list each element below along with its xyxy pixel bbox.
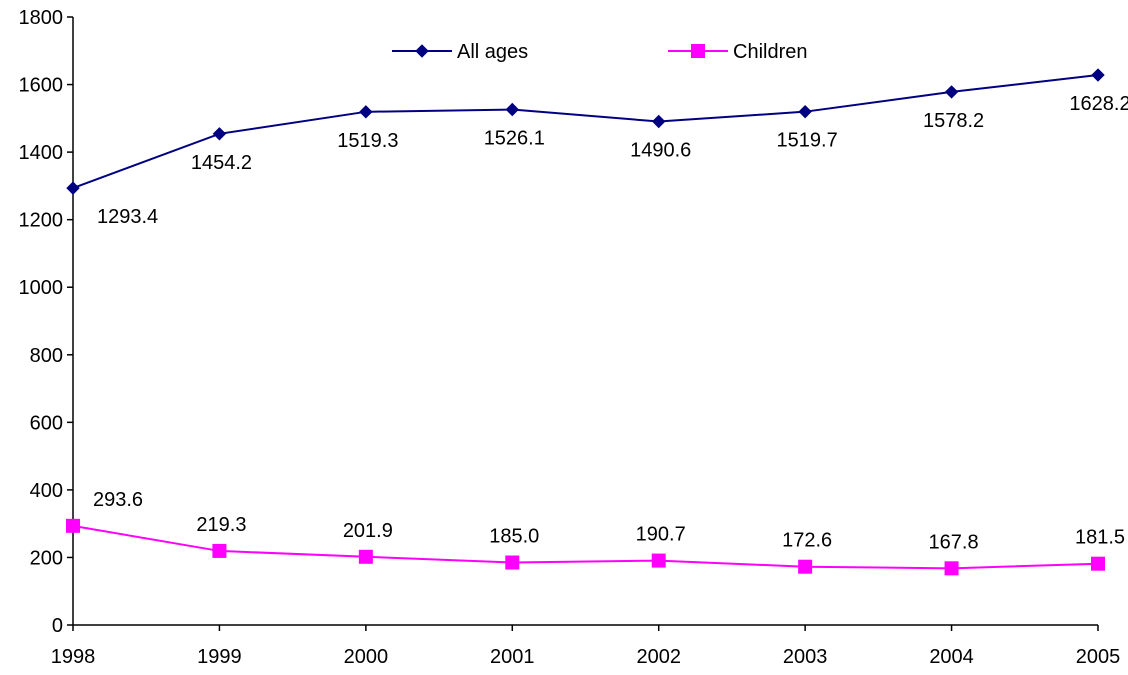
data-point-all-ages xyxy=(212,127,227,141)
data-point-children xyxy=(505,555,520,570)
data-point-children xyxy=(798,559,813,574)
x-tick-label: 1999 xyxy=(197,646,242,668)
data-point-children xyxy=(944,561,959,576)
axes: 0 200 400 600 800 1000 1200 1400 1600 1800 1998 199… xyxy=(19,7,1121,668)
data-point-all-ages xyxy=(505,102,519,117)
data-label-all-ages: 1519.7 xyxy=(777,130,838,152)
data-label-all-ages: 1578.2 xyxy=(923,110,984,132)
data-label-children: 172.6 xyxy=(782,530,832,552)
data-point-children xyxy=(66,518,80,533)
y-tick-label: 600 xyxy=(30,412,63,434)
y-tick-label: 1200 xyxy=(19,210,64,232)
y-tick-label: 1800 xyxy=(19,7,64,29)
data-label-all-ages: 1628.2 xyxy=(1069,93,1128,115)
x-tick-label: 2003 xyxy=(783,646,828,668)
data-label-children: 181.5 xyxy=(1075,527,1125,549)
x-tick-label: 2000 xyxy=(344,646,389,668)
data-label-children: 167.8 xyxy=(929,531,979,553)
data-point-children xyxy=(212,543,227,558)
series-layer xyxy=(66,68,1105,576)
data-point-children xyxy=(651,553,666,568)
data-label-children: 219.3 xyxy=(196,514,246,536)
data-point-all-ages xyxy=(798,104,812,119)
legend-label-all-ages: All ages xyxy=(457,41,528,63)
data-point-children xyxy=(1091,556,1105,571)
y-tick-label: 800 xyxy=(30,345,63,367)
x-tick-label: 2001 xyxy=(490,646,535,668)
data-point-all-ages xyxy=(652,114,666,129)
data-label-all-ages: 1490.6 xyxy=(630,140,691,162)
data-label-all-ages: 1454.2 xyxy=(191,152,252,174)
data-label-children: 201.9 xyxy=(343,520,393,542)
data-point-all-ages xyxy=(944,85,959,99)
y-tick-label: 1600 xyxy=(19,75,64,97)
y-tick-label: 200 xyxy=(30,547,63,569)
data-label-all-ages: 1519.3 xyxy=(337,130,398,152)
data-point-all-ages xyxy=(1091,68,1105,82)
data-labels: 1293.4 1454.2 1519.3 1526.1 1490.6 1519.7 1578… xyxy=(93,93,1128,553)
legend-marker-all-ages xyxy=(415,44,429,58)
legend-label-children: Children xyxy=(733,41,807,63)
legend-marker-children xyxy=(691,44,705,58)
legend: All ages Children xyxy=(392,41,807,63)
x-tick-label: 2004 xyxy=(929,646,974,668)
y-tick-label: 0 xyxy=(52,615,63,637)
x-tick-label: 2005 xyxy=(1076,646,1121,668)
series-line-all-ages xyxy=(72,74,1099,190)
data-label-children: 293.6 xyxy=(93,489,143,511)
x-tick-label: 2002 xyxy=(636,646,681,668)
data-label-all-ages: 1293.4 xyxy=(97,206,158,228)
data-point-all-ages xyxy=(359,105,373,119)
data-label-all-ages: 1526.1 xyxy=(484,128,545,150)
data-label-children: 185.0 xyxy=(489,526,539,548)
data-point-all-ages xyxy=(66,181,80,195)
y-tick-label: 400 xyxy=(30,480,63,502)
y-tick-label: 1000 xyxy=(19,277,64,299)
y-tick-label: 1400 xyxy=(19,142,64,164)
data-point-children xyxy=(358,549,373,564)
series-line-children xyxy=(72,524,1099,570)
x-tick-label: 1998 xyxy=(51,646,96,668)
data-label-children: 190.7 xyxy=(636,524,686,546)
